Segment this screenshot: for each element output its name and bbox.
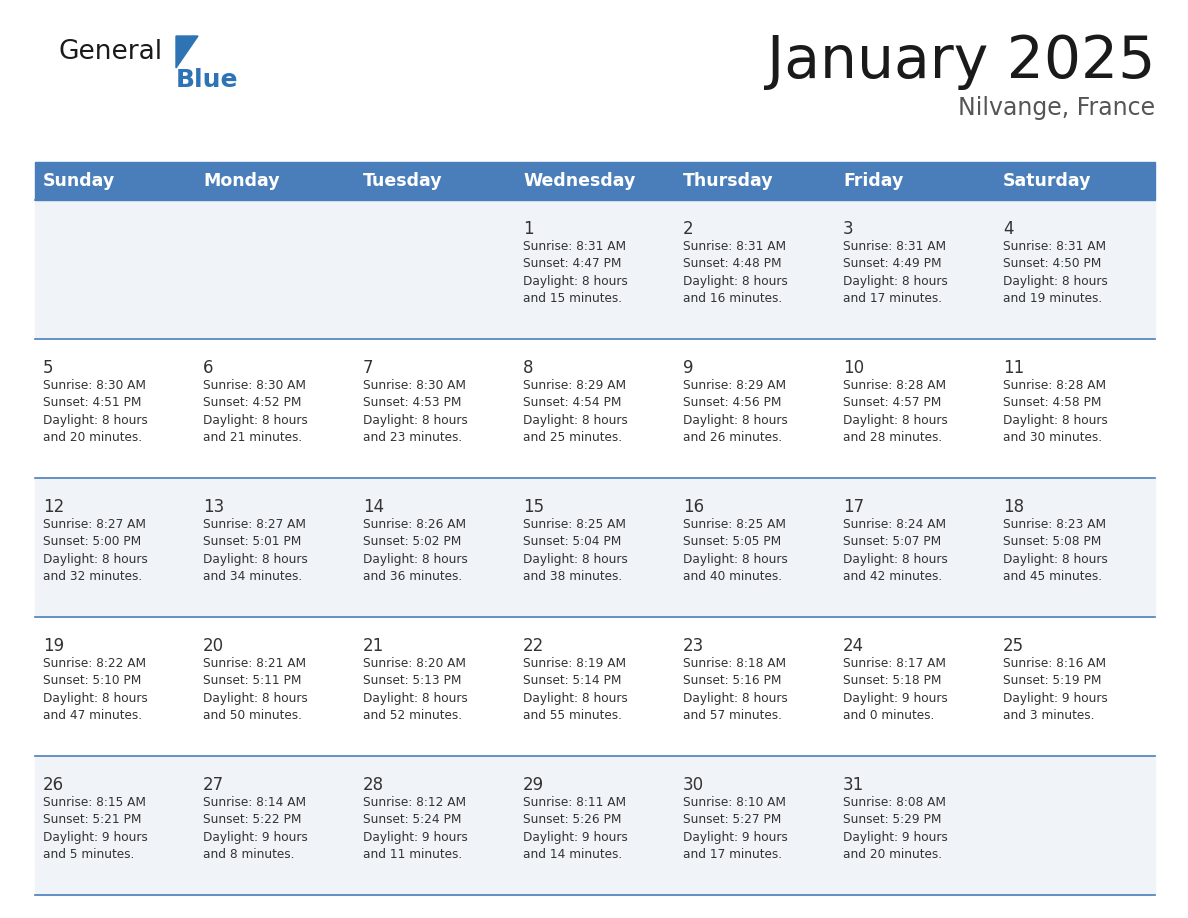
Text: Sunrise: 8:28 AM
Sunset: 4:58 PM
Daylight: 8 hours
and 30 minutes.: Sunrise: 8:28 AM Sunset: 4:58 PM Dayligh…: [1003, 379, 1107, 444]
Text: Sunrise: 8:31 AM
Sunset: 4:47 PM
Daylight: 8 hours
and 15 minutes.: Sunrise: 8:31 AM Sunset: 4:47 PM Dayligh…: [523, 240, 627, 305]
Text: 3: 3: [843, 219, 854, 238]
Text: 8: 8: [523, 359, 533, 376]
Text: Sunrise: 8:30 AM
Sunset: 4:52 PM
Daylight: 8 hours
and 21 minutes.: Sunrise: 8:30 AM Sunset: 4:52 PM Dayligh…: [203, 379, 308, 444]
Text: 1: 1: [523, 219, 533, 238]
Text: 7: 7: [364, 359, 373, 376]
Text: Sunday: Sunday: [43, 172, 115, 190]
Text: 9: 9: [683, 359, 694, 376]
Text: Blue: Blue: [176, 68, 239, 92]
Text: 11: 11: [1003, 359, 1024, 376]
Text: Sunrise: 8:26 AM
Sunset: 5:02 PM
Daylight: 8 hours
and 36 minutes.: Sunrise: 8:26 AM Sunset: 5:02 PM Dayligh…: [364, 518, 468, 583]
Text: 23: 23: [683, 637, 704, 655]
Text: General: General: [58, 39, 162, 65]
Text: 19: 19: [43, 637, 64, 655]
Bar: [34, 162, 1155, 200]
Polygon shape: [176, 36, 198, 68]
Text: 22: 22: [523, 637, 544, 655]
Text: 15: 15: [523, 498, 544, 516]
Text: Sunrise: 8:19 AM
Sunset: 5:14 PM
Daylight: 8 hours
and 55 minutes.: Sunrise: 8:19 AM Sunset: 5:14 PM Dayligh…: [523, 656, 627, 722]
Text: Monday: Monday: [203, 172, 279, 190]
Text: Sunrise: 8:25 AM
Sunset: 5:04 PM
Daylight: 8 hours
and 38 minutes.: Sunrise: 8:25 AM Sunset: 5:04 PM Dayligh…: [523, 518, 627, 583]
Bar: [34, 200, 1155, 339]
Text: Sunrise: 8:28 AM
Sunset: 4:57 PM
Daylight: 8 hours
and 28 minutes.: Sunrise: 8:28 AM Sunset: 4:57 PM Dayligh…: [843, 379, 948, 444]
Text: 6: 6: [203, 359, 214, 376]
Text: Sunrise: 8:27 AM
Sunset: 5:01 PM
Daylight: 8 hours
and 34 minutes.: Sunrise: 8:27 AM Sunset: 5:01 PM Dayligh…: [203, 518, 308, 583]
Text: Nilvange, France: Nilvange, France: [958, 96, 1155, 120]
Text: 10: 10: [843, 359, 864, 376]
Text: 17: 17: [843, 498, 864, 516]
Text: 26: 26: [43, 776, 64, 794]
Text: 5: 5: [43, 359, 53, 376]
Text: 4: 4: [1003, 219, 1013, 238]
Text: 27: 27: [203, 776, 225, 794]
Text: Sunrise: 8:30 AM
Sunset: 4:53 PM
Daylight: 8 hours
and 23 minutes.: Sunrise: 8:30 AM Sunset: 4:53 PM Dayligh…: [364, 379, 468, 444]
Text: 28: 28: [364, 776, 384, 794]
Text: Sunrise: 8:29 AM
Sunset: 4:54 PM
Daylight: 8 hours
and 25 minutes.: Sunrise: 8:29 AM Sunset: 4:54 PM Dayligh…: [523, 379, 627, 444]
Text: Sunrise: 8:10 AM
Sunset: 5:27 PM
Daylight: 9 hours
and 17 minutes.: Sunrise: 8:10 AM Sunset: 5:27 PM Dayligh…: [683, 796, 788, 861]
Text: Sunrise: 8:17 AM
Sunset: 5:18 PM
Daylight: 9 hours
and 0 minutes.: Sunrise: 8:17 AM Sunset: 5:18 PM Dayligh…: [843, 656, 948, 722]
Text: Sunrise: 8:23 AM
Sunset: 5:08 PM
Daylight: 8 hours
and 45 minutes.: Sunrise: 8:23 AM Sunset: 5:08 PM Dayligh…: [1003, 518, 1107, 583]
Text: Sunrise: 8:12 AM
Sunset: 5:24 PM
Daylight: 9 hours
and 11 minutes.: Sunrise: 8:12 AM Sunset: 5:24 PM Dayligh…: [364, 796, 468, 861]
Text: 21: 21: [364, 637, 384, 655]
Bar: [34, 478, 1155, 617]
Text: Sunrise: 8:22 AM
Sunset: 5:10 PM
Daylight: 8 hours
and 47 minutes.: Sunrise: 8:22 AM Sunset: 5:10 PM Dayligh…: [43, 656, 147, 722]
Text: Tuesday: Tuesday: [364, 172, 443, 190]
Bar: [34, 617, 1155, 756]
Text: Sunrise: 8:20 AM
Sunset: 5:13 PM
Daylight: 8 hours
and 52 minutes.: Sunrise: 8:20 AM Sunset: 5:13 PM Dayligh…: [364, 656, 468, 722]
Text: 2: 2: [683, 219, 694, 238]
Text: 24: 24: [843, 637, 864, 655]
Text: 16: 16: [683, 498, 704, 516]
Text: 14: 14: [364, 498, 384, 516]
Text: Sunrise: 8:15 AM
Sunset: 5:21 PM
Daylight: 9 hours
and 5 minutes.: Sunrise: 8:15 AM Sunset: 5:21 PM Dayligh…: [43, 796, 147, 861]
Text: January 2025: January 2025: [766, 33, 1155, 91]
Bar: [34, 756, 1155, 895]
Text: 29: 29: [523, 776, 544, 794]
Text: Sunrise: 8:30 AM
Sunset: 4:51 PM
Daylight: 8 hours
and 20 minutes.: Sunrise: 8:30 AM Sunset: 4:51 PM Dayligh…: [43, 379, 147, 444]
Text: Sunrise: 8:27 AM
Sunset: 5:00 PM
Daylight: 8 hours
and 32 minutes.: Sunrise: 8:27 AM Sunset: 5:00 PM Dayligh…: [43, 518, 147, 583]
Bar: [34, 339, 1155, 478]
Text: 31: 31: [843, 776, 864, 794]
Text: 12: 12: [43, 498, 64, 516]
Text: Sunrise: 8:16 AM
Sunset: 5:19 PM
Daylight: 9 hours
and 3 minutes.: Sunrise: 8:16 AM Sunset: 5:19 PM Dayligh…: [1003, 656, 1107, 722]
Text: Sunrise: 8:18 AM
Sunset: 5:16 PM
Daylight: 8 hours
and 57 minutes.: Sunrise: 8:18 AM Sunset: 5:16 PM Dayligh…: [683, 656, 788, 722]
Text: 20: 20: [203, 637, 225, 655]
Text: 25: 25: [1003, 637, 1024, 655]
Text: Sunrise: 8:11 AM
Sunset: 5:26 PM
Daylight: 9 hours
and 14 minutes.: Sunrise: 8:11 AM Sunset: 5:26 PM Dayligh…: [523, 796, 627, 861]
Text: Sunrise: 8:29 AM
Sunset: 4:56 PM
Daylight: 8 hours
and 26 minutes.: Sunrise: 8:29 AM Sunset: 4:56 PM Dayligh…: [683, 379, 788, 444]
Text: Sunrise: 8:31 AM
Sunset: 4:48 PM
Daylight: 8 hours
and 16 minutes.: Sunrise: 8:31 AM Sunset: 4:48 PM Dayligh…: [683, 240, 788, 305]
Text: Sunrise: 8:21 AM
Sunset: 5:11 PM
Daylight: 8 hours
and 50 minutes.: Sunrise: 8:21 AM Sunset: 5:11 PM Dayligh…: [203, 656, 308, 722]
Text: 18: 18: [1003, 498, 1024, 516]
Text: Sunrise: 8:31 AM
Sunset: 4:50 PM
Daylight: 8 hours
and 19 minutes.: Sunrise: 8:31 AM Sunset: 4:50 PM Dayligh…: [1003, 240, 1107, 305]
Text: Sunrise: 8:31 AM
Sunset: 4:49 PM
Daylight: 8 hours
and 17 minutes.: Sunrise: 8:31 AM Sunset: 4:49 PM Dayligh…: [843, 240, 948, 305]
Text: Thursday: Thursday: [683, 172, 773, 190]
Text: Wednesday: Wednesday: [523, 172, 636, 190]
Text: Friday: Friday: [843, 172, 903, 190]
Text: Sunrise: 8:08 AM
Sunset: 5:29 PM
Daylight: 9 hours
and 20 minutes.: Sunrise: 8:08 AM Sunset: 5:29 PM Dayligh…: [843, 796, 948, 861]
Text: Sunrise: 8:14 AM
Sunset: 5:22 PM
Daylight: 9 hours
and 8 minutes.: Sunrise: 8:14 AM Sunset: 5:22 PM Dayligh…: [203, 796, 308, 861]
Text: Sunrise: 8:24 AM
Sunset: 5:07 PM
Daylight: 8 hours
and 42 minutes.: Sunrise: 8:24 AM Sunset: 5:07 PM Dayligh…: [843, 518, 948, 583]
Text: 30: 30: [683, 776, 704, 794]
Text: Saturday: Saturday: [1003, 172, 1092, 190]
Text: 13: 13: [203, 498, 225, 516]
Text: Sunrise: 8:25 AM
Sunset: 5:05 PM
Daylight: 8 hours
and 40 minutes.: Sunrise: 8:25 AM Sunset: 5:05 PM Dayligh…: [683, 518, 788, 583]
